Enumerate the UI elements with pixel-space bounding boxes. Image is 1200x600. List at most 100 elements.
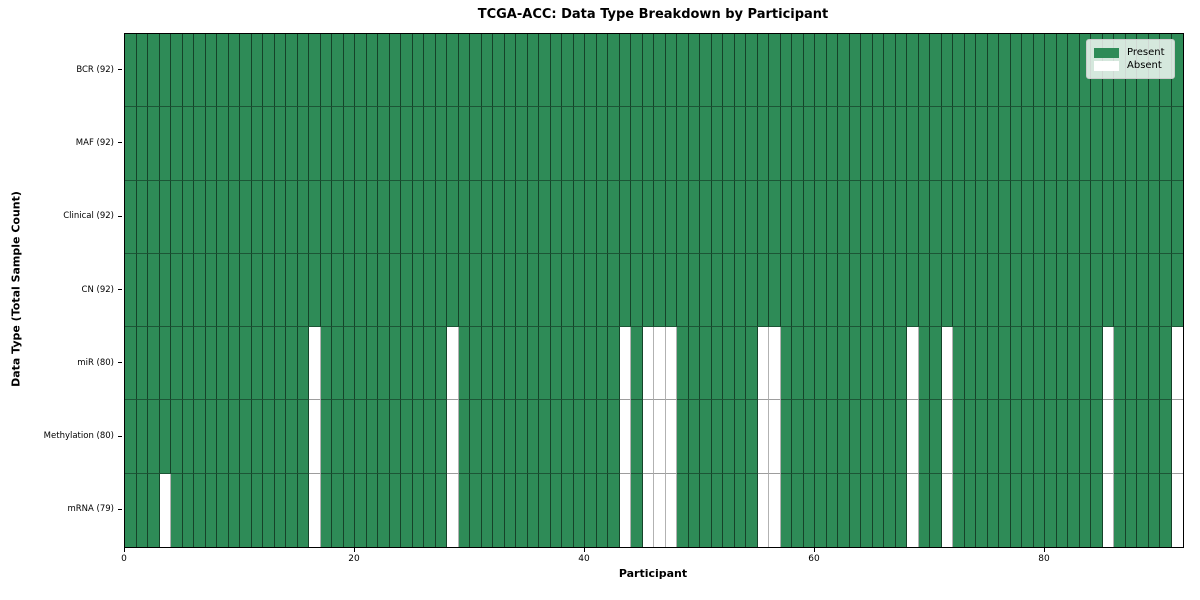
heatmap-cell [125,400,137,474]
heatmap-cell [723,34,735,108]
heatmap-cell [953,107,965,181]
heatmap-cell [723,107,735,181]
heatmap-cell [424,34,436,108]
heatmap-cell [493,34,505,108]
heatmap-cell [320,400,332,474]
heatmap-cell [1091,107,1103,181]
heatmap-cell [1148,327,1160,401]
heatmap-cell [251,180,263,254]
heatmap-cell [585,327,597,401]
legend: Present Absent [1086,39,1175,79]
heatmap-cell [1171,180,1183,254]
heatmap-cell [447,253,459,328]
heatmap-cell [297,180,309,254]
heatmap-cell [930,400,942,474]
y-tick-label: MAF (92) [75,137,114,148]
heatmap-cell [711,327,723,401]
heatmap-cell [631,327,643,401]
heatmap-cell [274,107,286,181]
heatmap-cell [355,34,367,108]
heatmap-cell [1091,253,1103,328]
heatmap-cell [562,34,574,108]
heatmap-cell [585,34,597,108]
heatmap-cell [861,473,873,547]
heatmap-cell [700,400,712,474]
heatmap-cell [194,180,206,254]
heatmap-cell [711,107,723,181]
x-tick-mark [353,548,355,552]
heatmap-cell [964,253,976,328]
heatmap-cell [746,400,758,474]
heatmap-cell [527,327,539,401]
heatmap-cell [734,400,746,474]
heatmap-cell [757,180,769,254]
heatmap-cell [539,327,551,401]
heatmap-cell [355,400,367,474]
x-tick-label: 80 [1038,554,1050,564]
heatmap-cell [263,34,275,108]
heatmap-cell [355,327,367,401]
heatmap-cell [677,34,689,108]
heatmap-cell [976,34,988,108]
heatmap-cell [481,327,493,401]
heatmap-cell [1056,400,1068,474]
heatmap-cell [930,180,942,254]
heatmap-cell [205,180,217,254]
heatmap-cell [516,34,528,108]
legend-label-absent: Absent [1127,60,1162,71]
heatmap-cell [757,34,769,108]
heatmap-cell [872,253,884,328]
heatmap-cell [251,327,263,401]
heatmap-cell [159,180,171,254]
heatmap-cell [780,400,792,474]
heatmap-cell [746,180,758,254]
heatmap-cell [309,327,321,401]
heatmap-cell [504,327,516,401]
heatmap-cell [815,473,827,547]
heatmap-cell [642,400,654,474]
heatmap-cell [320,34,332,108]
heatmap-cell [654,180,666,254]
heatmap-cell [378,253,390,328]
heatmap-cell [527,107,539,181]
heatmap-cell [849,400,861,474]
heatmap-cell [550,180,562,254]
heatmap-cell [332,107,344,181]
heatmap-cell [148,34,160,108]
heatmap-cell [941,473,953,547]
heatmap-cell [872,400,884,474]
heatmap-cell [872,473,884,547]
heatmap-cell [884,107,896,181]
heatmap-cell [412,473,424,547]
heatmap-cell [826,180,838,254]
heatmap-cell [435,34,447,108]
heatmap-cell [332,327,344,401]
heatmap-cell [1171,34,1183,108]
heatmap-cell [355,180,367,254]
heatmap-cell [527,180,539,254]
heatmap-cell [366,327,378,401]
heatmap-cell [125,253,137,328]
heatmap-cell [815,400,827,474]
heatmap-cell [286,473,298,547]
heatmap-cell [1068,34,1080,108]
heatmap-cell [1068,180,1080,254]
heatmap-cell [757,327,769,401]
heatmap-cell [815,253,827,328]
heatmap-cell [1010,34,1022,108]
heatmap-cell [826,400,838,474]
heatmap-cell [608,400,620,474]
heatmap-cell [642,327,654,401]
heatmap-cell [539,180,551,254]
heatmap-cell [343,327,355,401]
heatmap-cell [481,34,493,108]
heatmap-cell [849,327,861,401]
heatmap-cell [240,253,252,328]
heatmap-cell [838,107,850,181]
heatmap-cell [631,253,643,328]
heatmap-cell [389,253,401,328]
heatmap-cell [734,34,746,108]
heatmap-cell [999,107,1011,181]
heatmap-cell [953,253,965,328]
heatmap-cell [401,34,413,108]
